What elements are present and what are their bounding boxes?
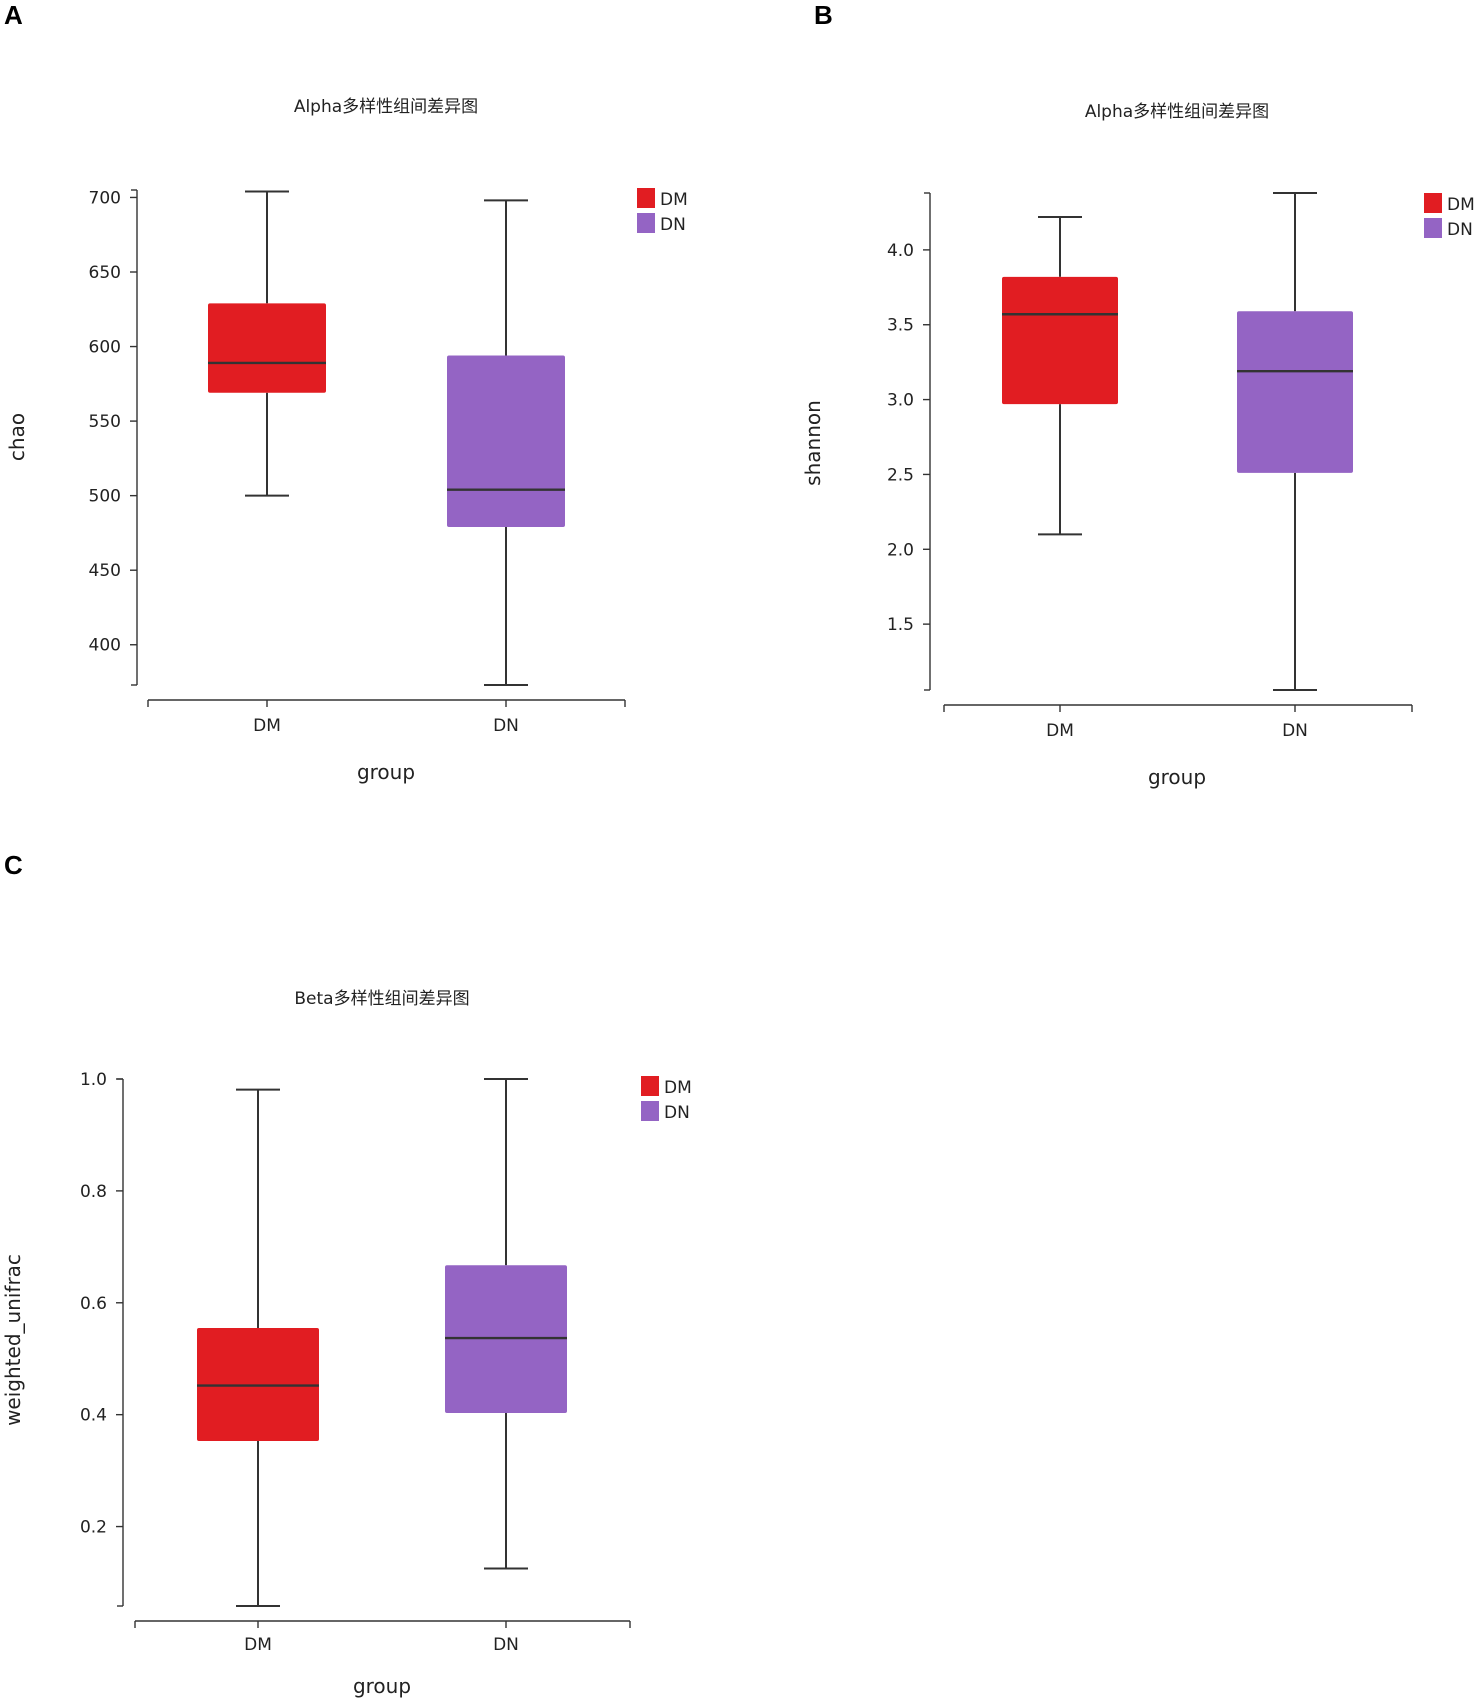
x-tick-label: DM [1046, 721, 1074, 741]
box-dm [208, 303, 326, 393]
y-tick-label: 650 [89, 263, 121, 283]
legend-swatch-dn [1424, 218, 1442, 238]
y-tick-label: 450 [89, 561, 121, 581]
y-tick-label: 0.6 [80, 1294, 107, 1314]
legend-swatch-dn [637, 213, 655, 233]
y-tick-label: 0.8 [80, 1182, 107, 1202]
x-axis-label: group [357, 760, 415, 784]
y-tick-label: 550 [89, 412, 121, 432]
x-tick-label: DM [253, 716, 281, 736]
y-tick-label: 600 [89, 338, 121, 358]
legend-swatch-dn [641, 1101, 659, 1121]
legend-swatch-dm [1424, 193, 1442, 213]
y-tick-label: 500 [89, 487, 121, 507]
legend-label-dm: DM [660, 190, 688, 210]
chart-title: Alpha多样性组间差异图 [294, 97, 478, 117]
x-tick-label: DN [1282, 721, 1308, 741]
x-tick-label: DN [493, 1635, 519, 1655]
box-dn [1237, 311, 1353, 473]
y-tick-label: 2.0 [887, 540, 914, 560]
y-tick-label: 1.0 [80, 1070, 107, 1090]
y-tick-label: 700 [89, 188, 121, 208]
x-tick-label: DM [244, 1635, 272, 1655]
legend-label-dm: DM [664, 1078, 692, 1098]
x-tick-label: DN [493, 716, 519, 736]
y-tick-label: 2.5 [887, 465, 914, 485]
y-tick-label: 1.5 [887, 615, 914, 635]
y-tick-label: 0.4 [80, 1406, 107, 1426]
y-tick-label: 4.0 [887, 241, 914, 261]
legend-label-dn: DN [1447, 220, 1473, 240]
y-tick-label: 0.2 [80, 1518, 107, 1538]
panel-letter-a: A [4, 0, 23, 30]
y-tick-label: 400 [89, 636, 121, 656]
x-axis-label: group [353, 1674, 411, 1698]
y-axis-label: chao [5, 413, 29, 461]
legend-label-dn: DN [664, 1103, 690, 1123]
legend-label-dn: DN [660, 215, 686, 235]
x-axis-label: group [1148, 765, 1206, 789]
panel-letter-c: C [4, 850, 23, 880]
box-dn [447, 355, 565, 527]
y-axis-label: weighted_unifrac [1, 1254, 25, 1426]
y-tick-label: 3.0 [887, 391, 914, 411]
chart-title: Beta多样性组间差异图 [294, 989, 469, 1009]
legend-swatch-dm [637, 188, 655, 208]
y-axis-label: shannon [801, 400, 825, 486]
panel-letter-b: B [814, 0, 833, 30]
legend-label-dm: DM [1447, 195, 1475, 215]
legend-swatch-dm [641, 1076, 659, 1096]
chart-title: Alpha多样性组间差异图 [1085, 102, 1269, 122]
y-tick-label: 3.5 [887, 316, 914, 336]
box-dm [1002, 276, 1118, 405]
